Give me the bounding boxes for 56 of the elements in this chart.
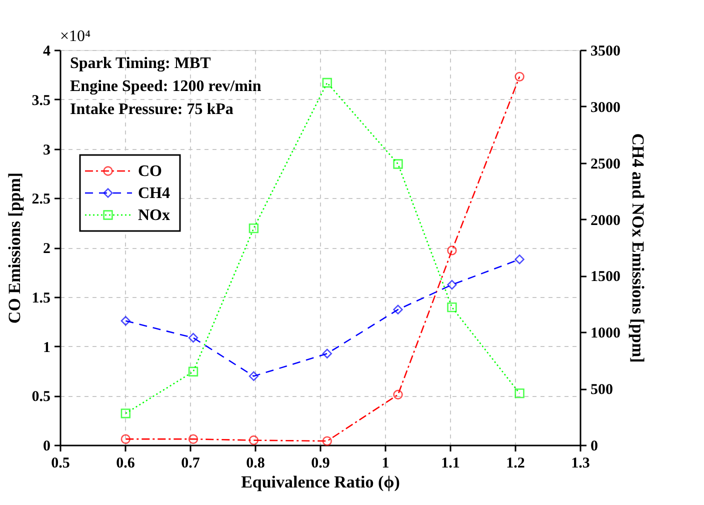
point: [393, 390, 403, 400]
y2-tick-label: 1000: [590, 326, 620, 342]
y2-axis-title: CH4 and NOx Emissions [ppm]: [628, 133, 648, 363]
point: [188, 434, 198, 444]
point: [322, 348, 332, 358]
legend-label: CO: [138, 163, 162, 180]
point: [514, 72, 524, 82]
x-tick-label: 1.1: [441, 456, 460, 472]
y-tick-label: 1.5: [32, 290, 50, 306]
point: [514, 254, 524, 264]
x-tick-label: 1.2: [506, 456, 525, 472]
legend-label: NOx: [138, 207, 170, 224]
y2-tick-label: 1500: [590, 269, 620, 286]
annotation: Spark Timing: MBT: [70, 55, 212, 72]
x-tick-label: 0.8: [246, 456, 265, 472]
y-tick-label: 3: [43, 142, 50, 158]
y2-tick-label: 500: [590, 382, 613, 398]
point: [322, 436, 332, 446]
point: [322, 78, 332, 88]
text: ×10⁴: [60, 28, 92, 45]
point: [248, 435, 259, 446]
y-tick-label: 4: [43, 44, 51, 60]
point: [393, 159, 403, 169]
x-tick-label: 1.3: [571, 456, 590, 472]
y2-tick-label: 2000: [590, 212, 620, 229]
point: [120, 316, 130, 326]
point: [188, 366, 198, 376]
y2-tick-label: 0: [590, 438, 598, 454]
legend-label: CH4: [138, 185, 170, 202]
annotation: Intake Pressure: 75 kPa: [70, 101, 234, 118]
point: [120, 408, 130, 418]
y-tick-label: 1: [43, 340, 50, 356]
x-tick-label: 1: [382, 456, 390, 472]
annotation: Engine Speed: 1200 rev/min: [70, 78, 262, 95]
y-tick-label: 0: [43, 438, 50, 454]
point: [393, 304, 403, 314]
point: [447, 246, 457, 256]
y-axis-title: CO Emissions [ppm]: [4, 172, 24, 324]
x-tick-label: 0.9: [311, 456, 330, 472]
y-tick-label: 3.5: [32, 92, 50, 109]
y2-tick-label: 3000: [590, 100, 620, 116]
point: [248, 223, 259, 234]
point: [120, 434, 130, 444]
y-tick-label: 2: [43, 241, 50, 257]
x-tick-label: 0.7: [181, 456, 200, 472]
point: [447, 302, 457, 312]
point: [188, 332, 198, 343]
point: [248, 371, 259, 381]
x-tick-label: 0.6: [116, 456, 136, 472]
y-tick-label: 0.5: [32, 389, 50, 406]
x-axis-title: Equivalence Ratio (ϕ): [241, 472, 400, 492]
y-tick-label: 2.5: [32, 192, 50, 208]
y2-tick-label: 2500: [590, 156, 620, 172]
point: [447, 280, 457, 290]
y2-tick-label: 3500: [590, 44, 620, 60]
point: [514, 388, 524, 398]
